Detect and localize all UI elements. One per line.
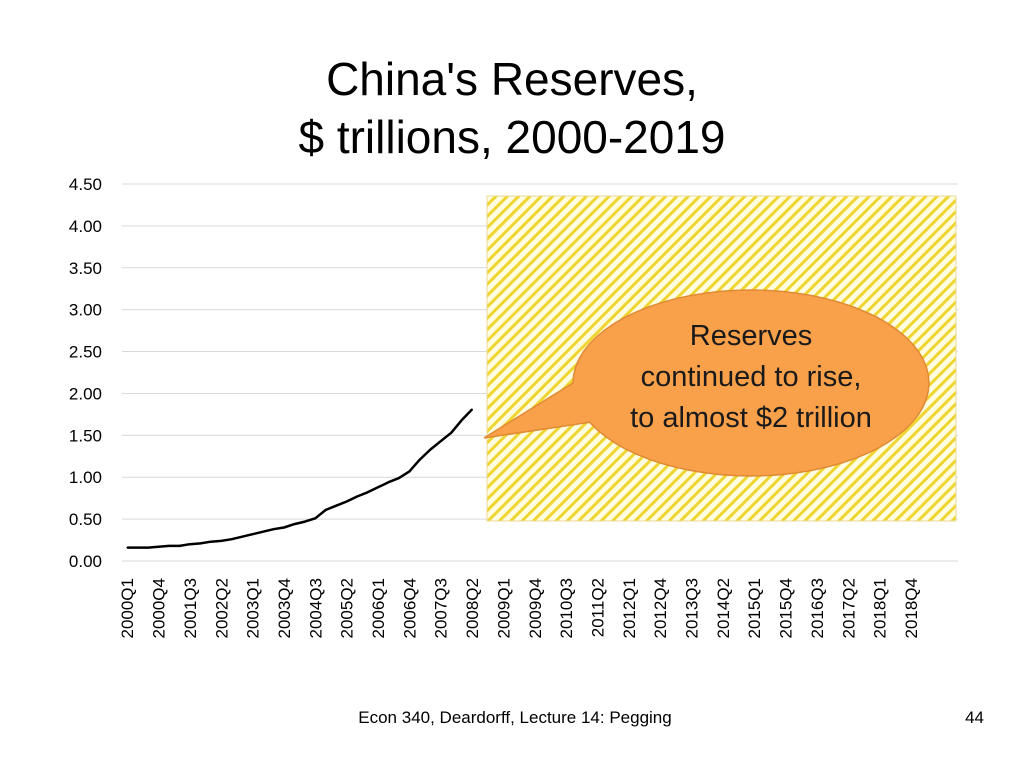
x-tick-label: 2014Q2 <box>714 578 733 639</box>
y-tick-label: 0.00 <box>69 552 102 571</box>
callout-line-1: Reserves <box>690 320 813 352</box>
data-point <box>272 528 275 530</box>
data-point <box>157 545 160 548</box>
data-point <box>387 481 390 484</box>
data-point <box>419 458 421 461</box>
x-tick-label: 2001Q3 <box>181 578 200 639</box>
x-tick-label: 2007Q3 <box>432 578 451 639</box>
data-point <box>408 470 411 473</box>
data-point <box>335 504 338 507</box>
data-point <box>126 546 129 549</box>
y-tick-label: 2.00 <box>69 384 102 403</box>
x-tick-label: 2006Q4 <box>400 578 419 639</box>
x-tick-label: 2009Q1 <box>494 578 513 639</box>
x-tick-label: 2009Q4 <box>526 578 545 639</box>
callout-line-2: continued to rise, <box>641 361 862 393</box>
x-tick-label: 2015Q4 <box>777 578 796 639</box>
data-point <box>210 540 212 543</box>
data-point <box>471 408 473 411</box>
data-point <box>293 523 296 525</box>
title-line-1: China's Reserves, <box>326 53 698 105</box>
data-point <box>189 543 191 546</box>
data-point <box>147 546 149 549</box>
data-point <box>178 545 181 547</box>
reserves-line-chart: 0.00 0.50 1.00 1.50 2.00 2.50 3.00 3.50 4.00 4.50… <box>69 175 958 639</box>
x-tick-label: 2000Q1 <box>118 578 137 639</box>
data-point <box>283 526 285 529</box>
y-tick-label: 0.50 <box>69 510 102 529</box>
data-point <box>460 419 463 422</box>
slide-title: China's Reserves, $ trillions, 2000-2019 <box>0 50 1024 166</box>
y-tick-label: 3.50 <box>69 259 102 278</box>
x-tick-label: 2016Q3 <box>808 578 827 639</box>
y-axis-ticks: 0.00 0.50 1.00 1.50 2.00 2.50 3.00 3.50 4.00 4.50 <box>69 175 102 571</box>
y-tick-label: 2.50 <box>69 343 102 362</box>
series-layer <box>126 408 474 549</box>
data-point <box>356 495 358 498</box>
x-tick-label: 2005Q2 <box>338 578 357 639</box>
x-tick-label: 2017Q2 <box>839 578 858 639</box>
data-point <box>377 486 379 489</box>
x-tick-label: 2013Q3 <box>683 578 702 639</box>
x-tick-label: 2010Q3 <box>557 578 576 639</box>
x-tick-label: 2018Q4 <box>902 578 921 639</box>
data-point <box>220 540 223 542</box>
data-point <box>366 491 369 494</box>
title-line-2: $ trillions, 2000-2019 <box>298 111 726 163</box>
series-line <box>127 408 474 549</box>
x-tick-label: 2012Q4 <box>651 578 670 639</box>
data-point <box>136 546 139 549</box>
x-axis-ticks: 2000Q1 2000Q4 2001Q3 2002Q2 2003Q1 2003Q4 2004… <box>118 578 921 639</box>
x-tick-label: 2003Q1 <box>244 578 263 639</box>
x-tick-label: 2012Q1 <box>620 578 639 639</box>
data-point <box>314 517 317 520</box>
y-tick-label: 1.50 <box>69 426 102 445</box>
data-point <box>429 448 432 451</box>
callout-shape <box>483 289 930 477</box>
x-tick-label: 2018Q1 <box>871 578 890 639</box>
callout-line-3: to almost $2 trillion <box>630 402 872 434</box>
footer-text: Econ 340, Deardorff, Lecture 14: Pegging <box>358 708 672 727</box>
data-point <box>251 533 254 535</box>
y-tick-label: 4.00 <box>69 217 102 236</box>
x-tick-label: 2000Q4 <box>150 578 169 639</box>
x-tick-label: 2011Q2 <box>588 578 607 637</box>
callout-bubble: Reserves continued to rise, to almost $2… <box>483 289 930 477</box>
y-tick-label: 3.00 <box>69 301 102 320</box>
y-tick-label: 1.00 <box>69 468 102 487</box>
data-point <box>199 542 202 545</box>
data-point <box>439 440 442 442</box>
data-point <box>262 530 264 533</box>
data-point <box>241 535 243 538</box>
x-tick-label: 2004Q3 <box>306 578 325 639</box>
x-tick-label: 2008Q2 <box>463 578 482 639</box>
data-point <box>230 538 233 541</box>
slide-number: 44 <box>965 708 984 727</box>
data-point <box>304 520 306 523</box>
x-tick-label: 2015Q1 <box>745 578 764 639</box>
data-point <box>168 545 170 547</box>
data-point <box>450 432 452 434</box>
x-tick-label: 2006Q1 <box>369 578 388 639</box>
data-point <box>345 500 348 503</box>
data-point <box>324 509 327 511</box>
x-tick-label: 2002Q2 <box>212 578 231 639</box>
x-tick-label: 2003Q4 <box>275 578 294 639</box>
y-tick-label: 4.50 <box>69 175 102 194</box>
data-point <box>398 477 400 479</box>
